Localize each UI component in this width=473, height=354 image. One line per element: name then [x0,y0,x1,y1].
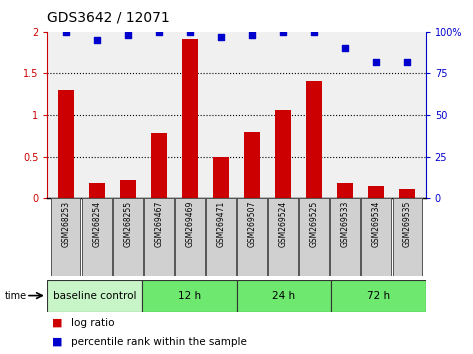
Bar [337,183,353,198]
Bar [307,81,322,198]
Bar [142,280,236,312]
Bar [213,156,229,198]
Bar [89,183,105,198]
Text: GSM269534: GSM269534 [372,201,381,247]
Bar [52,198,80,276]
Point [372,59,380,65]
Bar [399,189,415,198]
Text: GSM268255: GSM268255 [123,201,132,247]
Bar [144,198,174,276]
Point [310,29,318,35]
Bar [237,198,267,276]
Bar [331,198,359,276]
Text: GSM269471: GSM269471 [217,201,226,247]
Bar [175,198,204,276]
Text: GSM269525: GSM269525 [309,201,318,247]
Text: GSM269467: GSM269467 [155,201,164,247]
Bar [368,186,384,198]
Bar [269,198,298,276]
Bar [299,198,329,276]
Text: time: time [5,291,27,301]
Point [62,29,70,35]
Bar [114,198,142,276]
Point [186,29,194,35]
Text: baseline control: baseline control [53,291,136,301]
Point [93,37,101,43]
Text: GSM268253: GSM268253 [61,201,70,247]
Text: GSM269469: GSM269469 [185,201,194,247]
Point [279,29,287,35]
Bar [47,280,142,312]
Text: ■: ■ [52,337,62,347]
Bar [82,198,112,276]
Text: 72 h: 72 h [367,291,390,301]
Bar [331,280,426,312]
Text: GDS3642 / 12071: GDS3642 / 12071 [47,11,170,25]
Text: GSM269533: GSM269533 [341,201,350,247]
Text: GSM269524: GSM269524 [279,201,288,247]
Text: 24 h: 24 h [272,291,295,301]
Point [342,46,349,51]
Bar [120,180,136,198]
Text: 12 h: 12 h [178,291,201,301]
Point [248,32,256,38]
Bar [58,90,74,198]
Bar [236,280,331,312]
Bar [275,110,291,198]
Bar [361,198,391,276]
Point [124,32,131,38]
Text: log ratio: log ratio [71,318,114,328]
Bar [393,198,421,276]
Text: percentile rank within the sample: percentile rank within the sample [71,337,247,347]
Bar [182,39,198,198]
Point [403,59,411,65]
Bar [244,132,260,198]
Text: GSM269535: GSM269535 [403,201,412,247]
Text: GSM268254: GSM268254 [92,201,101,247]
Point [155,29,163,35]
Text: ■: ■ [52,318,62,328]
Bar [151,133,166,198]
Text: GSM269507: GSM269507 [247,201,256,247]
Point [217,34,225,40]
Bar [206,198,236,276]
